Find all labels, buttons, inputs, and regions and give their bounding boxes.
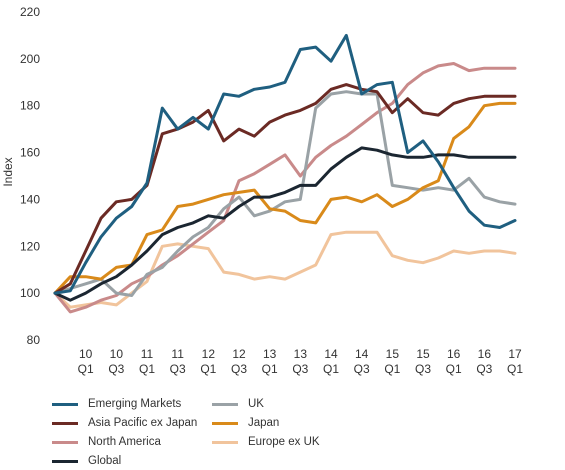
series-line-global <box>53 146 517 302</box>
x-tick-label-quarter: Q3 <box>108 362 124 376</box>
legend-label: Europe ex UK <box>248 436 320 448</box>
y-tick-label: 140 <box>20 192 40 206</box>
x-tick-label-year: 17 <box>508 347 522 361</box>
legend-label: Global <box>88 455 122 467</box>
x-tick-label-quarter: Q1 <box>139 362 155 376</box>
y-axis: 80 100 120 140 160 180 200 220 <box>20 5 40 347</box>
x-tick-label-year: 15 <box>386 347 400 361</box>
legend-swatch <box>52 421 78 425</box>
x-tick-label-year: 11 <box>141 347 154 361</box>
x-tick-label-quarter: Q3 <box>476 362 492 376</box>
series-line-asia-pacific-ex-japan <box>53 83 517 295</box>
x-tick-label-year: 16 <box>447 347 461 361</box>
x-tick-label-year: 15 <box>416 347 430 361</box>
series-layer <box>53 33 517 314</box>
x-tick-label-year: 10 <box>79 347 93 361</box>
x-tick-label-year: 12 <box>202 347 216 361</box>
series-line-north-america <box>53 62 517 314</box>
legend-swatch <box>212 440 238 444</box>
x-tick-label-quarter: Q3 <box>231 362 247 376</box>
legend-swatch <box>52 440 78 444</box>
y-axis-label: Index <box>1 157 15 186</box>
y-tick-label: 120 <box>20 239 40 253</box>
x-tick-label-quarter: Q1 <box>262 362 278 376</box>
x-tick-label-quarter: Q1 <box>323 362 339 376</box>
legend-item: Asia Pacific ex Japan <box>52 414 197 432</box>
x-tick-label-quarter: Q1 <box>200 362 216 376</box>
x-tick-label-quarter: Q1 <box>384 362 400 376</box>
legend-item: Emerging Markets <box>52 395 181 413</box>
y-tick-label: 80 <box>27 333 41 347</box>
x-tick-label-quarter: Q3 <box>354 362 370 376</box>
legend-swatch <box>212 421 238 425</box>
x-tick-label-quarter: Q1 <box>507 362 523 376</box>
x-tick-label-year: 13 <box>294 347 308 361</box>
legend-label: UK <box>248 398 264 410</box>
x-tick-label-quarter: Q3 <box>415 362 431 376</box>
legend-swatch <box>52 402 78 406</box>
x-tick-label-quarter: Q3 <box>170 362 186 376</box>
x-tick-label-year: 14 <box>324 347 338 361</box>
legend-item: Japan <box>212 414 279 432</box>
x-tick-label-quarter: Q3 <box>292 362 308 376</box>
x-tick-label-quarter: Q1 <box>446 362 462 376</box>
series-line-uk <box>53 90 517 297</box>
x-tick-label-year: 11 <box>171 347 184 361</box>
legend-item: North America <box>52 433 161 451</box>
y-tick-label: 200 <box>20 52 40 66</box>
x-tick-label-quarter: Q1 <box>78 362 94 376</box>
legend-item: Global <box>52 452 121 470</box>
legend-swatch <box>212 402 238 406</box>
legend: Emerging Markets UK Asia Pacific ex Japan J… <box>52 395 352 467</box>
x-tick-label-year: 12 <box>232 347 246 361</box>
legend-swatch <box>52 459 78 463</box>
x-tick-label-year: 14 <box>355 347 369 361</box>
legend-item: UK <box>212 395 264 413</box>
y-tick-label: 100 <box>20 286 40 300</box>
series-line-emerging-markets <box>53 33 517 295</box>
legend-label: Emerging Markets <box>88 398 182 410</box>
series-line-japan <box>53 101 517 295</box>
x-axis: 10Q110Q311Q111Q312Q112Q313Q113Q314Q114Q3… <box>78 347 524 376</box>
x-tick-label-year: 10 <box>110 347 124 361</box>
y-tick-label: 160 <box>20 146 40 160</box>
legend-label: Japan <box>248 417 280 429</box>
legend-label: Asia Pacific ex Japan <box>88 417 198 429</box>
y-tick-label: 180 <box>20 99 40 113</box>
x-tick-label-year: 13 <box>263 347 277 361</box>
x-tick-label-year: 16 <box>478 347 492 361</box>
legend-label: North America <box>88 436 161 448</box>
legend-item: Europe ex UK <box>212 433 320 451</box>
y-tick-label: 220 <box>20 5 40 19</box>
